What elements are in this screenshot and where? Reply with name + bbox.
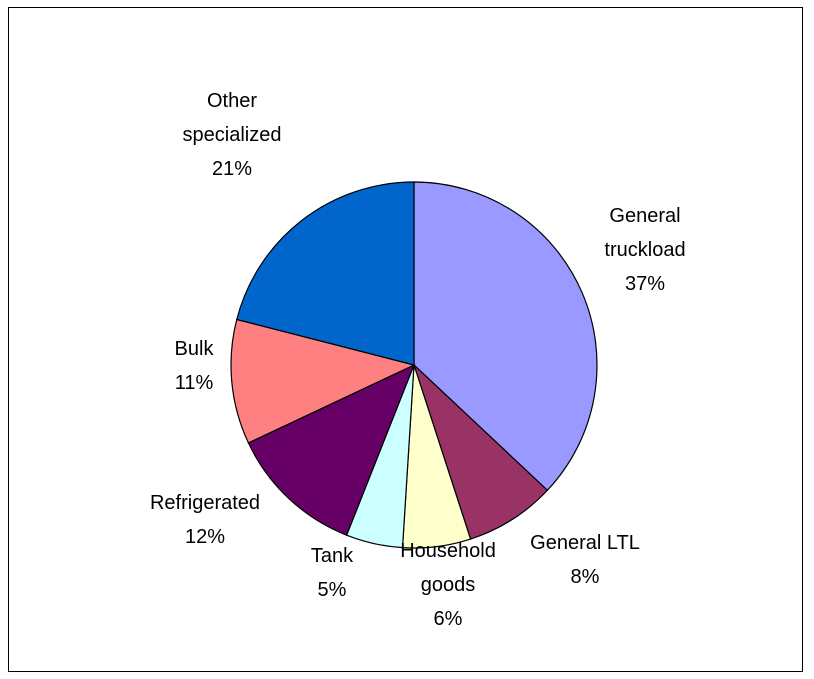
slice-name: specialized <box>183 124 282 146</box>
pie-slice-general-ltl <box>413 364 549 540</box>
slice-percent: 37% <box>625 273 665 295</box>
slice-name: goods <box>421 574 476 596</box>
slice-name: Bulk <box>175 338 215 360</box>
pie-slice-general-truckload <box>413 181 598 492</box>
data-label-general-truckload: General truckload 37% <box>604 205 685 295</box>
pie-slice-bulk <box>230 318 416 444</box>
slice-name: truckload <box>604 239 685 261</box>
slice-name: Tank <box>311 545 354 567</box>
slice-percent: 5% <box>318 579 347 601</box>
data-label-household-goods: Household goods 6% <box>400 540 496 630</box>
slice-name: General LTL <box>530 532 640 554</box>
data-label-other-specialized: Other specialized 21% <box>183 90 282 180</box>
data-label-bulk: Bulk 11% <box>175 338 215 394</box>
pie-slice-other-specialized <box>236 181 415 366</box>
data-label-refrigerated: Refrigerated 12% <box>150 492 260 548</box>
slice-name: Household <box>400 540 496 562</box>
pie-slice-refrigerated <box>247 363 416 536</box>
slice-name: Refrigerated <box>150 492 260 514</box>
slice-percent: 11% <box>175 372 214 394</box>
data-label-general-ltl: General LTL 8% <box>530 532 640 588</box>
slice-name: Other <box>207 90 257 112</box>
slice-percent: 12% <box>185 526 225 548</box>
slice-percent: 6% <box>434 608 463 630</box>
slice-percent: 8% <box>571 566 600 588</box>
slice-name: General <box>609 205 680 227</box>
data-label-tank: Tank 5% <box>311 545 354 601</box>
slice-percent: 21% <box>212 158 252 180</box>
